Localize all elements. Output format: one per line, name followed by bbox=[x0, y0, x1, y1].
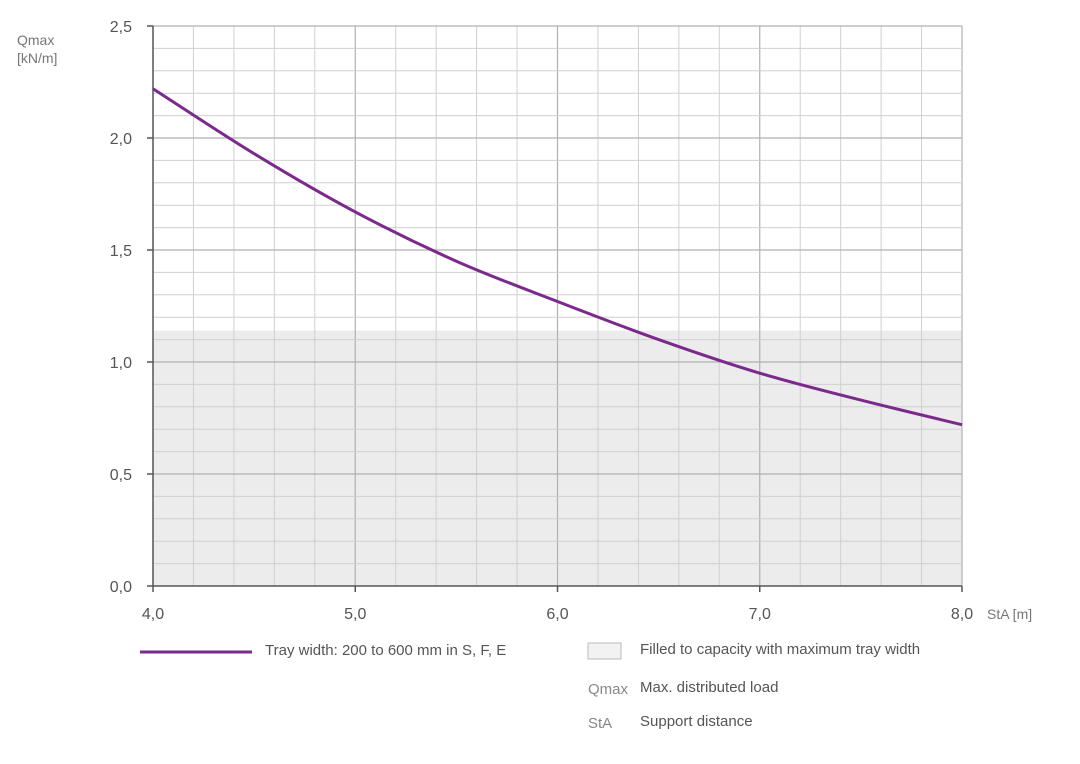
legend-abbr-sta-desc: Support distance bbox=[640, 713, 753, 730]
y-tick-label: 0,0 bbox=[110, 579, 132, 596]
x-tick-label: 4,0 bbox=[142, 606, 164, 623]
y-tick-label: 0,5 bbox=[110, 467, 132, 484]
x-tick-label: 6,0 bbox=[546, 606, 568, 623]
x-axis-label: StA [m] bbox=[987, 606, 1032, 622]
x-tick-label: 8,0 bbox=[951, 606, 973, 623]
axes bbox=[147, 25, 963, 592]
legend-line-label: Tray width: 200 to 600 mm in S, F, E bbox=[265, 642, 507, 659]
y-tick-label: 1,0 bbox=[110, 355, 132, 372]
legend-abbr-sta: StA bbox=[588, 715, 613, 732]
grid bbox=[153, 25, 963, 586]
x-tick-label: 7,0 bbox=[749, 606, 771, 623]
legend-fill-swatch bbox=[587, 642, 622, 660]
legend-abbr-qmax-desc: Max. distributed load bbox=[640, 679, 779, 696]
y-tick-label: 2,0 bbox=[110, 131, 132, 148]
y-tick-label: 2,5 bbox=[110, 19, 132, 36]
y-axis-label-line1: Qmax bbox=[17, 32, 54, 48]
y-tick-label: 1,5 bbox=[110, 243, 132, 260]
tick-labels: 0,0 0,5 1,0 1,5 2,0 2,5 4,0 5,0 6,0 7,0 8,0 bbox=[110, 19, 973, 623]
series-line bbox=[152, 87, 963, 427]
y-axis-label-line2: [kN/m] bbox=[17, 50, 57, 66]
legend-abbr-qmax: Qmax bbox=[588, 681, 629, 698]
legend-fill-label: Filled to capacity with maximum tray wid… bbox=[640, 641, 921, 658]
x-tick-label: 5,0 bbox=[344, 606, 366, 623]
